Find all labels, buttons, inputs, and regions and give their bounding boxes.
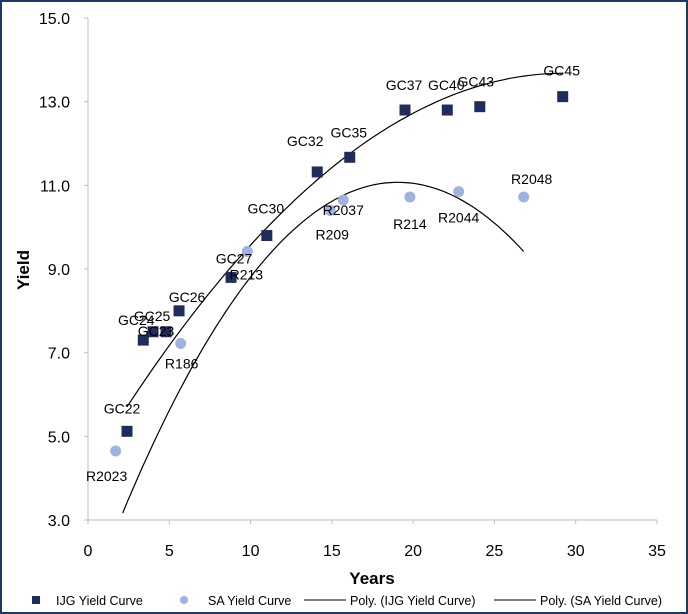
point-label: GC22 <box>104 400 141 416</box>
point-label: GC24 <box>118 312 155 328</box>
point-label: R186 <box>165 355 199 371</box>
point-label: GC30 <box>248 201 285 217</box>
legend: IJG Yield Curve SA Yield Curve Poly. (IJG … <box>32 594 662 608</box>
data-point-sa <box>324 204 336 216</box>
x-axis-title: Years <box>349 569 394 588</box>
point-label: R209 <box>315 226 349 242</box>
data-point-ijg <box>557 91 569 103</box>
data-point-ijg <box>311 166 323 178</box>
point-label: GC32 <box>287 133 324 149</box>
point-label: R2037 <box>323 202 364 218</box>
data-point-sa <box>337 194 349 206</box>
point-label: R214 <box>393 216 427 232</box>
point-label: GC43 <box>458 74 495 90</box>
y-tick-label: 11.0 <box>40 178 70 195</box>
x-tick-label: 30 <box>567 543 585 560</box>
legend-marker-ijg <box>32 596 40 604</box>
data-point-sa <box>110 445 122 457</box>
x-tick-label: 15 <box>323 543 341 560</box>
point-label: GC27 <box>216 250 253 266</box>
point-label: GC40 <box>428 77 465 93</box>
x-tick-label: 35 <box>648 543 666 560</box>
legend-marker-sa <box>180 596 188 604</box>
point-label: GC25 <box>134 308 171 324</box>
data-point-ijg <box>147 326 159 338</box>
data-point-ijg <box>441 104 453 116</box>
data-point-ijg <box>225 271 237 283</box>
point-label: GC37 <box>386 77 423 93</box>
point-label: R2048 <box>511 171 552 187</box>
y-tick-label: 7.0 <box>48 346 70 363</box>
y-tick-label: 5.0 <box>48 429 70 446</box>
y-axis-title: Yield <box>14 250 33 290</box>
data-point-sa <box>518 191 530 203</box>
data-point-ijg <box>344 151 356 163</box>
points-group <box>110 91 569 457</box>
data-point-ijg <box>261 230 273 242</box>
data-point-sa <box>404 191 416 203</box>
data-point-ijg <box>121 425 133 437</box>
data-point-sa <box>241 245 253 257</box>
data-point-ijg <box>160 326 172 338</box>
point-label: R213 <box>230 266 264 282</box>
data-point-sa <box>453 186 465 198</box>
axes-group: 3.0 5.0 7.0 9.0 11.0 13.0 15.0 0 5 10 15 20 25 30 35 <box>39 11 666 560</box>
x-tick-label: 10 <box>242 543 260 560</box>
point-label: GC45 <box>543 63 580 79</box>
legend-label-poly-sa: Poly. (SA Yield Curve) <box>540 594 662 608</box>
y-tick-label: 9.0 <box>48 262 70 279</box>
data-point-sa <box>175 337 187 349</box>
data-point-ijg <box>173 305 185 317</box>
x-tick-label: 0 <box>84 543 93 560</box>
data-point-ijg <box>474 101 486 113</box>
y-tick-label: 3.0 <box>48 513 70 530</box>
x-tick-label: 20 <box>404 543 422 560</box>
legend-label-sa: SA Yield Curve <box>208 594 291 608</box>
x-tick-label: 25 <box>486 543 504 560</box>
point-label: GC23 <box>138 323 175 339</box>
legend-label-poly-ijg: Poly. (IJG Yield Curve) <box>350 594 476 608</box>
point-label: R2023 <box>86 468 127 484</box>
point-label: R2044 <box>438 210 479 226</box>
y-tick-label: 15.0 <box>39 11 70 28</box>
x-tick-label: 5 <box>165 543 174 560</box>
legend-label-ijg: IJG Yield Curve <box>56 594 143 608</box>
y-tick-label: 13.0 <box>39 95 70 112</box>
trendline-sa <box>122 181 525 514</box>
point-label: GC26 <box>169 289 206 305</box>
point-label: GC35 <box>330 124 367 140</box>
data-point-ijg <box>137 334 149 346</box>
data-point-ijg <box>399 104 411 116</box>
